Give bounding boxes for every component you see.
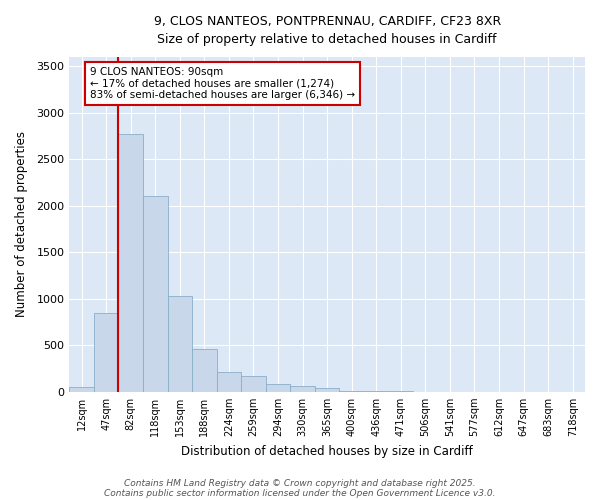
Bar [143, 196, 167, 392]
Y-axis label: Number of detached properties: Number of detached properties [15, 132, 28, 318]
Bar [241, 376, 266, 392]
Bar [266, 384, 290, 392]
Bar [118, 134, 143, 392]
Text: 9 CLOS NANTEOS: 90sqm
← 17% of detached houses are smaller (1,274)
83% of semi-d: 9 CLOS NANTEOS: 90sqm ← 17% of detached … [90, 67, 355, 100]
Bar [290, 386, 315, 392]
X-axis label: Distribution of detached houses by size in Cardiff: Distribution of detached houses by size … [181, 444, 473, 458]
Bar [94, 312, 118, 392]
Bar [167, 296, 192, 392]
Text: Contains HM Land Registry data © Crown copyright and database right 2025.: Contains HM Land Registry data © Crown c… [124, 478, 476, 488]
Bar [364, 391, 389, 392]
Bar [340, 391, 364, 392]
Bar [315, 388, 340, 392]
Bar [217, 372, 241, 392]
Title: 9, CLOS NANTEOS, PONTPRENNAU, CARDIFF, CF23 8XR
Size of property relative to det: 9, CLOS NANTEOS, PONTPRENNAU, CARDIFF, C… [154, 15, 501, 46]
Bar [192, 350, 217, 392]
Bar [70, 386, 94, 392]
Text: Contains public sector information licensed under the Open Government Licence v3: Contains public sector information licen… [104, 488, 496, 498]
